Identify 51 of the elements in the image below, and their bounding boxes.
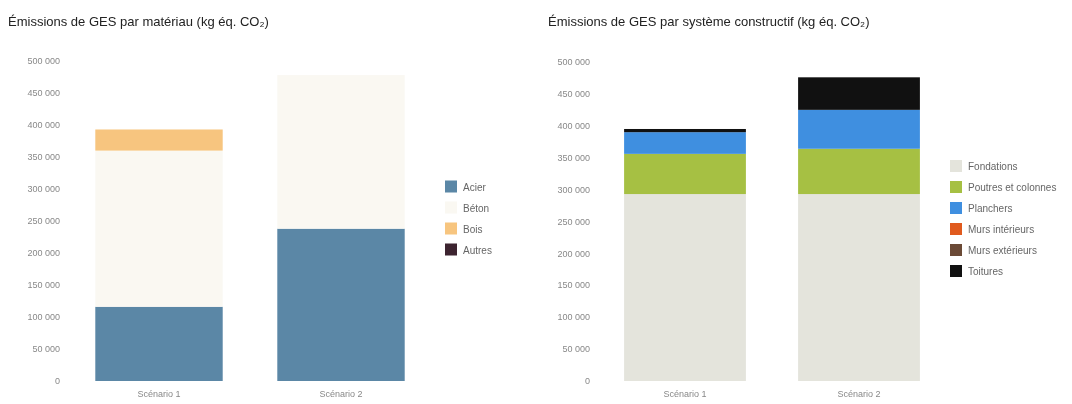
legend-label: Fondations (968, 161, 1018, 172)
y-tick-label: 350 000 (27, 152, 60, 163)
bar (277, 228, 405, 381)
y-tick-label: 300 000 (27, 184, 60, 195)
y-tick-label: 500 000 (557, 57, 590, 68)
y-tick-label: 400 000 (557, 120, 590, 131)
legend-label: Poutres et colonnes (968, 182, 1057, 193)
x-tick-label: Scénario 2 (319, 389, 363, 399)
bar (277, 75, 405, 229)
x-tick-label: Scénario 2 (837, 389, 881, 399)
legend-label: Bois (463, 223, 483, 235)
bar (624, 128, 746, 133)
chart-title: Émissions de GES par système constructif (kg éq. CO₂) (548, 14, 870, 29)
y-tick-label: 300 000 (557, 184, 590, 195)
legend-label: Planchers (968, 203, 1013, 214)
y-tick-label: 0 (584, 376, 590, 387)
legend-label: Toitures (968, 266, 1004, 277)
x-tick-label: Scénario 1 (663, 389, 707, 399)
legend-label: Murs extérieurs (968, 245, 1037, 256)
bar (798, 77, 920, 110)
bar (624, 194, 746, 381)
legend-label: Murs intérieurs (968, 224, 1035, 235)
bar (624, 132, 746, 154)
y-tick-label: 200 000 (557, 248, 590, 259)
bar (95, 306, 223, 381)
bar (95, 150, 223, 307)
y-tick-label: 250 000 (557, 216, 590, 227)
y-tick-label: 50 000 (562, 344, 590, 355)
y-tick-label: 400 000 (27, 120, 60, 131)
bar (798, 194, 920, 381)
y-tick-label: 250 000 (27, 216, 60, 227)
y-tick-label: 200 000 (27, 248, 60, 259)
legend-label: Acier (463, 181, 487, 193)
y-tick-label: 150 000 (27, 280, 60, 291)
y-tick-label: 150 000 (557, 280, 590, 291)
legend-label: Autres (463, 244, 492, 256)
x-tick-label: Scénario 1 (137, 389, 181, 399)
y-tick-label: 350 000 (557, 152, 590, 163)
bar (624, 153, 746, 195)
y-tick-label: 450 000 (27, 88, 60, 99)
y-tick-label: 100 000 (557, 312, 590, 323)
legend-label: Béton (463, 202, 490, 214)
y-tick-label: 0 (54, 376, 60, 387)
bar (798, 109, 920, 149)
y-tick-label: 450 000 (557, 89, 590, 100)
y-tick-label: 500 000 (27, 56, 60, 67)
y-tick-label: 50 000 (32, 344, 60, 355)
chart-title: Émissions de GES par matériau (kg éq. CO₂) (8, 14, 269, 29)
bar (95, 129, 223, 151)
bar (798, 148, 920, 195)
y-tick-label: 100 000 (27, 312, 60, 323)
